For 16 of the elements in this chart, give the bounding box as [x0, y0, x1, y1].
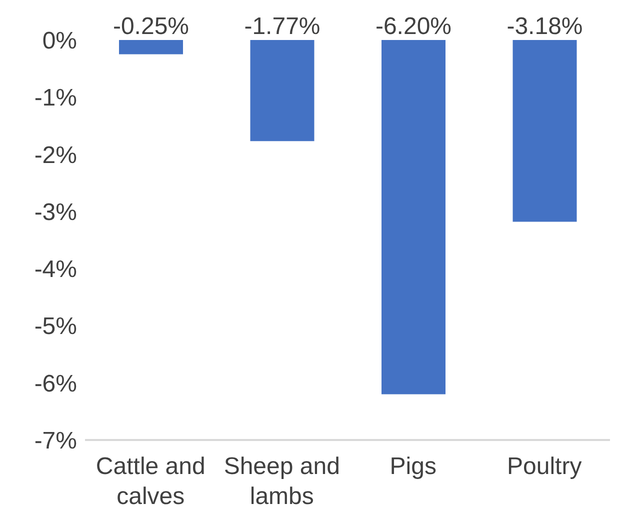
y-tick-label: -4%: [34, 256, 77, 284]
y-tick-label: -5%: [34, 313, 77, 340]
y-tick-label: -3%: [34, 198, 77, 226]
y-tick-label: -7%: [34, 428, 77, 455]
data-label: -6.20%: [375, 13, 452, 40]
data-label: -1.77%: [244, 13, 320, 40]
y-tick-label: 0%: [42, 28, 77, 55]
data-label: -3.18%: [506, 13, 583, 40]
data-label: -0.25%: [112, 13, 190, 40]
x-tick-label: Cattle and calves: [96, 453, 206, 510]
y-tick-label: -2%: [34, 142, 77, 169]
y-tick-label: -6%: [34, 370, 77, 398]
x-tick-label: Sheep and lambs: [224, 453, 340, 510]
y-tick-label: -1%: [34, 84, 77, 112]
x-tick-label: Pigs: [390, 453, 436, 480]
x-tick-label: Poultry: [507, 453, 582, 480]
